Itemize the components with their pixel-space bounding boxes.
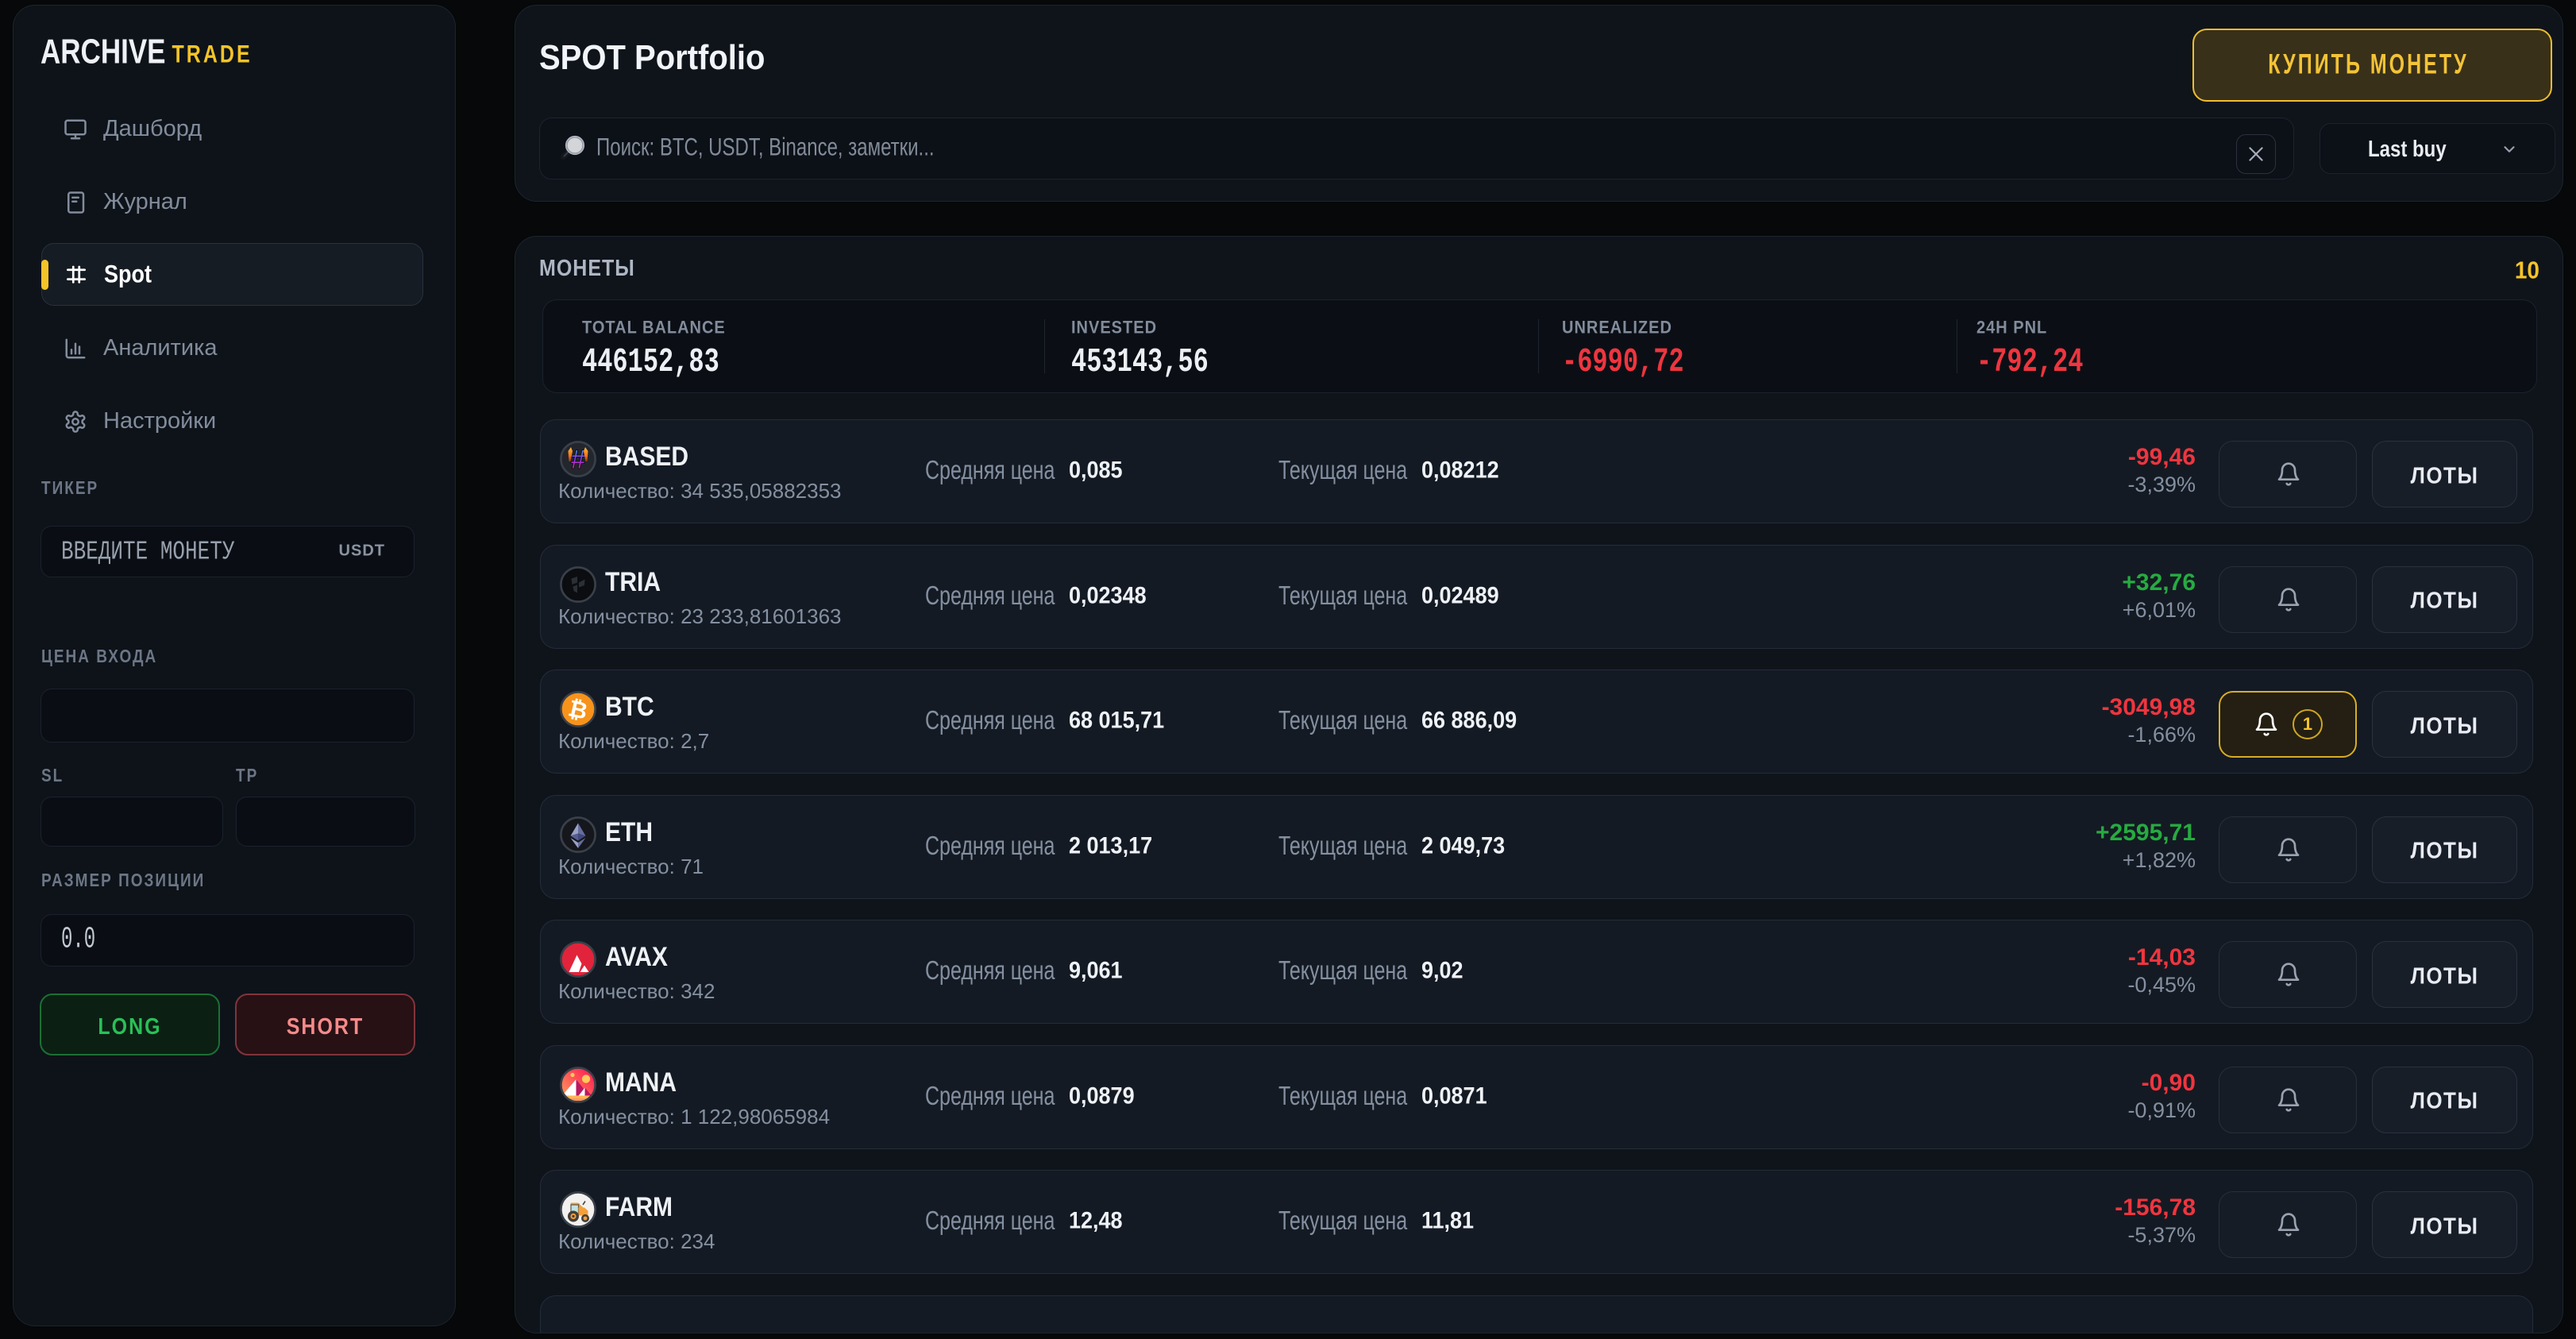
svg-text:#: # xyxy=(571,445,586,475)
